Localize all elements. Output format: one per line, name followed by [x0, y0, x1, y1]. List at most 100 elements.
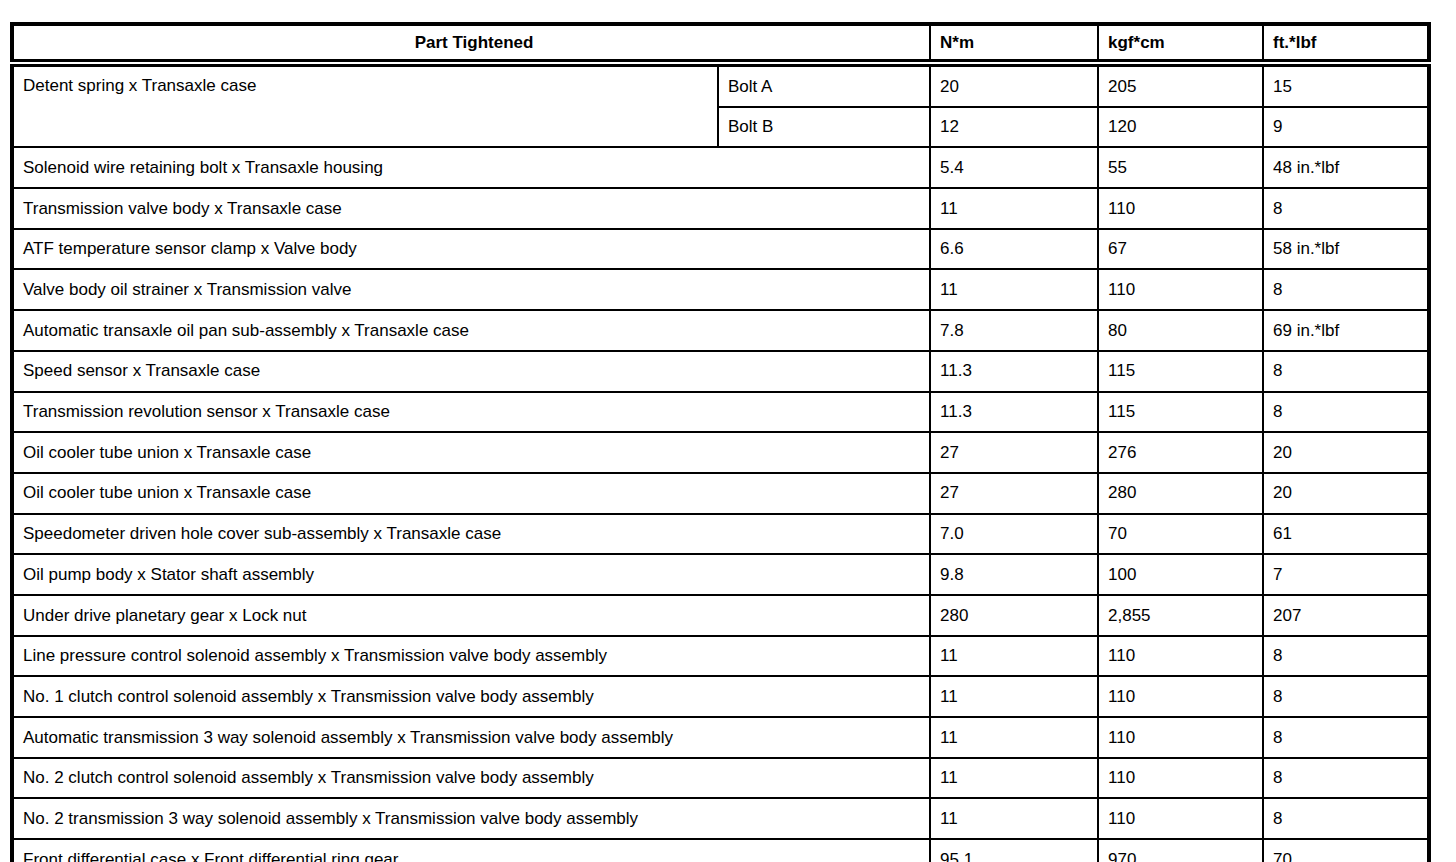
- table-row: Speed sensor x Transaxle case11.31158: [12, 351, 1429, 392]
- part-name-cell: Solenoid wire retaining bolt x Transaxle…: [12, 147, 930, 188]
- nm-value-cell: 11: [930, 676, 1098, 717]
- part-name-cell: Under drive planetary gear x Lock nut: [12, 595, 930, 636]
- ftlbf-value-cell: 8: [1263, 636, 1429, 677]
- kgfcm-value-cell: 110: [1098, 269, 1263, 310]
- table-row: Speedometer driven hole cover sub-assemb…: [12, 514, 1429, 555]
- nm-value-cell: 12: [930, 107, 1098, 148]
- kgfcm-value-cell: 55: [1098, 147, 1263, 188]
- ftlbf-value-cell: 20: [1263, 473, 1429, 514]
- part-name-cell: Oil cooler tube union x Transaxle case: [12, 473, 930, 514]
- part-name-cell: Speedometer driven hole cover sub-assemb…: [12, 514, 930, 555]
- ftlbf-value-cell: 8: [1263, 717, 1429, 758]
- nm-value-cell: 11: [930, 636, 1098, 677]
- ftlbf-value-cell: 8: [1263, 798, 1429, 839]
- kgfcm-value-cell: 205: [1098, 63, 1263, 107]
- nm-value-cell: 11.3: [930, 392, 1098, 433]
- kgfcm-value-cell: 110: [1098, 717, 1263, 758]
- ftlbf-value-cell: 20: [1263, 432, 1429, 473]
- ftlbf-value-cell: 8: [1263, 269, 1429, 310]
- nm-value-cell: 95.1: [930, 839, 1098, 862]
- part-name-cell: No. 2 transmission 3 way solenoid assemb…: [12, 798, 930, 839]
- table-row: Automatic transmission 3 way solenoid as…: [12, 717, 1429, 758]
- ftlbf-value-cell: 15: [1263, 63, 1429, 107]
- part-name-cell: Line pressure control solenoid assembly …: [12, 636, 930, 677]
- nm-value-cell: 7.0: [930, 514, 1098, 555]
- kgfcm-value-cell: 115: [1098, 351, 1263, 392]
- ftlbf-value-cell: 207: [1263, 595, 1429, 636]
- ftlbf-value-cell: 8: [1263, 676, 1429, 717]
- table-row: No. 1 clutch control solenoid assembly x…: [12, 676, 1429, 717]
- nm-value-cell: 9.8: [930, 554, 1098, 595]
- ftlbf-value-cell: 70: [1263, 839, 1429, 862]
- kgfcm-value-cell: 100: [1098, 554, 1263, 595]
- document-page: Part Tightened N*m kgf*cm ft.*lbf Detent…: [0, 0, 1456, 862]
- table-row: Under drive planetary gear x Lock nut280…: [12, 595, 1429, 636]
- nm-value-cell: 280: [930, 595, 1098, 636]
- nm-value-cell: 6.6: [930, 229, 1098, 270]
- column-header-nm: N*m: [930, 24, 1098, 63]
- part-name-cell: Speed sensor x Transaxle case: [12, 351, 930, 392]
- table-row: Transmission valve body x Transaxle case…: [12, 188, 1429, 229]
- kgfcm-value-cell: 70: [1098, 514, 1263, 555]
- table-header: Part Tightened N*m kgf*cm ft.*lbf: [12, 24, 1429, 63]
- column-header-ftlbf: ft.*lbf: [1263, 24, 1429, 63]
- kgfcm-value-cell: 276: [1098, 432, 1263, 473]
- ftlbf-value-cell: 61: [1263, 514, 1429, 555]
- ftlbf-value-cell: 8: [1263, 188, 1429, 229]
- kgfcm-value-cell: 110: [1098, 188, 1263, 229]
- nm-value-cell: 27: [930, 473, 1098, 514]
- header-row: Part Tightened N*m kgf*cm ft.*lbf: [12, 24, 1429, 63]
- ftlbf-value-cell: 9: [1263, 107, 1429, 148]
- table-row: Front differential case x Front differen…: [12, 839, 1429, 862]
- part-name-cell: Oil pump body x Stator shaft assembly: [12, 554, 930, 595]
- ftlbf-value-cell: 8: [1263, 392, 1429, 433]
- part-name-cell: Oil cooler tube union x Transaxle case: [12, 432, 930, 473]
- part-name-cell: No. 2 clutch control solenoid assembly x…: [12, 758, 930, 799]
- kgfcm-value-cell: 970: [1098, 839, 1263, 862]
- part-name-cell: Front differential case x Front differen…: [12, 839, 930, 862]
- ftlbf-value-cell: 8: [1263, 758, 1429, 799]
- table-row: Line pressure control solenoid assembly …: [12, 636, 1429, 677]
- kgfcm-value-cell: 67: [1098, 229, 1263, 270]
- part-name-cell: Transmission revolution sensor x Transax…: [12, 392, 930, 433]
- table-row: No. 2 clutch control solenoid assembly x…: [12, 758, 1429, 799]
- table-row: Valve body oil strainer x Transmission v…: [12, 269, 1429, 310]
- kgfcm-value-cell: 110: [1098, 798, 1263, 839]
- kgfcm-value-cell: 115: [1098, 392, 1263, 433]
- nm-value-cell: 11: [930, 717, 1098, 758]
- table-row: Oil pump body x Stator shaft assembly9.8…: [12, 554, 1429, 595]
- table-row: Oil cooler tube union x Transaxle case27…: [12, 432, 1429, 473]
- kgfcm-value-cell: 110: [1098, 636, 1263, 677]
- nm-value-cell: 11.3: [930, 351, 1098, 392]
- nm-value-cell: 11: [930, 269, 1098, 310]
- torque-specifications-table: Part Tightened N*m kgf*cm ft.*lbf Detent…: [10, 22, 1431, 862]
- table-body: Detent spring x Transaxle caseBolt A2020…: [12, 63, 1429, 862]
- table-row: Oil cooler tube union x Transaxle case27…: [12, 473, 1429, 514]
- ftlbf-value-cell: 8: [1263, 351, 1429, 392]
- part-name-cell: ATF temperature sensor clamp x Valve bod…: [12, 229, 930, 270]
- kgfcm-value-cell: 110: [1098, 758, 1263, 799]
- table-row: Automatic transaxle oil pan sub-assembly…: [12, 310, 1429, 351]
- ftlbf-value-cell: 7: [1263, 554, 1429, 595]
- table-row: Transmission revolution sensor x Transax…: [12, 392, 1429, 433]
- column-header-kgfcm: kgf*cm: [1098, 24, 1263, 63]
- kgfcm-value-cell: 110: [1098, 676, 1263, 717]
- kgfcm-value-cell: 80: [1098, 310, 1263, 351]
- part-name-cell: Automatic transaxle oil pan sub-assembly…: [12, 310, 930, 351]
- nm-value-cell: 5.4: [930, 147, 1098, 188]
- column-header-part-tightened: Part Tightened: [12, 24, 930, 63]
- ftlbf-value-cell: 48 in.*lbf: [1263, 147, 1429, 188]
- table-row: No. 2 transmission 3 way solenoid assemb…: [12, 798, 1429, 839]
- ftlbf-value-cell: 58 in.*lbf: [1263, 229, 1429, 270]
- bolt-variant-cell: Bolt B: [718, 107, 930, 148]
- bolt-variant-cell: Bolt A: [718, 63, 930, 107]
- table-row: ATF temperature sensor clamp x Valve bod…: [12, 229, 1429, 270]
- part-name-cell: Automatic transmission 3 way solenoid as…: [12, 717, 930, 758]
- kgfcm-value-cell: 120: [1098, 107, 1263, 148]
- kgfcm-value-cell: 280: [1098, 473, 1263, 514]
- kgfcm-value-cell: 2,855: [1098, 595, 1263, 636]
- nm-value-cell: 7.8: [930, 310, 1098, 351]
- part-name-cell: No. 1 clutch control solenoid assembly x…: [12, 676, 930, 717]
- nm-value-cell: 27: [930, 432, 1098, 473]
- part-name-cell: Valve body oil strainer x Transmission v…: [12, 269, 930, 310]
